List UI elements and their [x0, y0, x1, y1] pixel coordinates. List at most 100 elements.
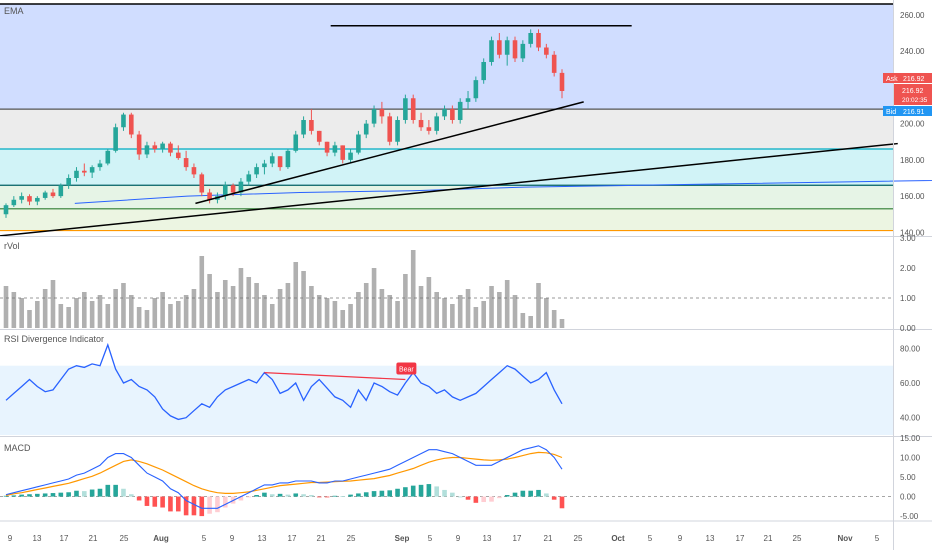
candle-body	[74, 170, 79, 178]
candle-body	[254, 167, 259, 175]
macd-histogram-bar	[418, 484, 424, 497]
candle-body	[3, 205, 9, 215]
candle-body	[410, 98, 416, 120]
x-axis-tick-label: 9	[678, 534, 683, 543]
rvol-bar	[246, 277, 252, 328]
bid-tag	[883, 106, 932, 116]
macd-histogram-bar	[379, 490, 385, 497]
macd-histogram-bar	[544, 493, 549, 497]
x-axis-tick-label: 21	[89, 534, 98, 543]
macd-histogram-bar	[254, 495, 259, 497]
candle-body	[230, 185, 236, 193]
candle-body	[473, 80, 479, 99]
macd-histogram-bar	[19, 494, 24, 497]
ask-tag-label: Ask	[886, 76, 898, 83]
rvol-bar	[105, 304, 111, 328]
x-axis-tick-label: 17	[60, 534, 69, 543]
macd-histogram-bar	[215, 496, 220, 513]
macd-histogram-bar	[82, 491, 87, 497]
candle-body	[544, 47, 549, 55]
macd-histogram-bar	[520, 490, 526, 497]
x-axis-tick-label: Aug	[153, 534, 169, 543]
rvol-bar	[316, 295, 322, 328]
candle-body	[113, 127, 118, 151]
candle-body	[512, 40, 518, 59]
rvol-bar	[348, 304, 353, 328]
macd-histogram-bar	[301, 494, 306, 497]
rvol-bar	[457, 295, 463, 328]
candle-body	[520, 43, 526, 59]
candle-body	[371, 109, 377, 124]
macd-line	[5, 445, 563, 509]
macd-histogram-bar	[58, 492, 64, 497]
rvol-bar	[324, 298, 330, 328]
rvol-bar	[97, 295, 103, 328]
rvol-bar	[19, 298, 24, 328]
candle-body	[42, 192, 48, 198]
rvol-bar	[254, 283, 259, 328]
candle-body	[144, 145, 150, 155]
x-axis-tick-label: 21	[544, 534, 553, 543]
candle-body	[82, 170, 87, 173]
x-axis-tick-label: 13	[483, 534, 492, 543]
candle-body	[426, 127, 432, 131]
x-axis-tick-label: 17	[736, 534, 745, 543]
macd-histogram-bar	[246, 496, 252, 498]
candle-body	[89, 167, 95, 173]
rvol-bar	[207, 274, 212, 328]
macd-histogram-bar	[74, 490, 79, 497]
macd-histogram-bar	[551, 496, 557, 500]
candle-body	[348, 152, 353, 160]
rvol-bar	[262, 295, 267, 328]
rvol-bar	[113, 289, 118, 328]
rvol-bar	[191, 289, 197, 328]
rvol-bar	[426, 277, 432, 328]
x-axis-tick-label: 9	[230, 534, 235, 543]
candle-body	[105, 150, 111, 164]
rvol-bar	[559, 319, 565, 328]
rvol-bar	[340, 310, 346, 328]
macd-axis-tick-label: 10.00	[900, 454, 921, 463]
rvol-bar	[403, 274, 408, 328]
price-pane-title: EMA	[4, 6, 24, 16]
price-zone-2	[0, 149, 893, 186]
x-axis-tick-label: 17	[513, 534, 522, 543]
macd-histogram-bar	[481, 496, 486, 503]
candle-body	[395, 120, 400, 142]
macd-axis-tick-label: -5.00	[900, 512, 919, 521]
macd-histogram-bar	[3, 495, 9, 497]
x-axis-tick-label: 9	[456, 534, 461, 543]
x-axis-tick-label: 17	[288, 534, 297, 543]
x-axis-tick-label: 25	[347, 534, 356, 543]
rvol-bar	[175, 301, 181, 328]
rvol-bar	[489, 286, 494, 328]
rvol-bar	[356, 292, 361, 328]
rvol-bar	[42, 289, 48, 328]
x-axis-tick-label: Nov	[837, 534, 853, 543]
candle-body	[379, 109, 385, 117]
candle-body	[121, 114, 126, 128]
x-axis-tick-label: 13	[706, 534, 715, 543]
rvol-bar	[512, 295, 518, 328]
rvol-bar	[277, 289, 283, 328]
x-axis-tick-label: 13	[33, 534, 42, 543]
rvol-bar	[168, 304, 173, 328]
candle-body	[324, 141, 330, 153]
candle-body	[222, 185, 228, 197]
candle-body	[199, 174, 205, 193]
price-axis-tick-label: 240.00	[900, 47, 925, 56]
macd-histogram-bar	[35, 493, 40, 497]
candle-body	[504, 40, 510, 55]
rvol-bar	[465, 289, 471, 328]
candle-body	[536, 33, 541, 48]
macd-histogram-bar	[371, 491, 377, 497]
candle-body	[332, 145, 338, 153]
ask-tag-value: 216.92	[903, 76, 925, 83]
x-axis-tick-label: Sep	[395, 534, 410, 543]
candle-body	[183, 158, 189, 168]
ema-line	[74, 179, 932, 204]
x-axis-tick-label: 21	[764, 534, 773, 543]
candle-body	[19, 196, 24, 200]
rvol-pane-title: rVol	[4, 241, 20, 251]
